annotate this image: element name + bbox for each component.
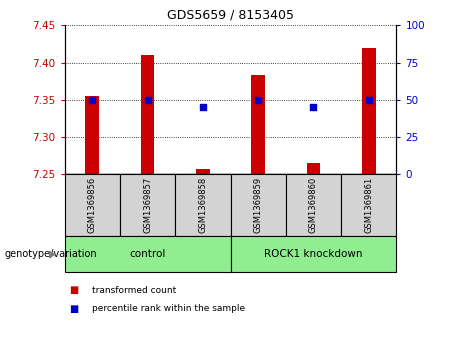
Point bbox=[199, 104, 207, 110]
Point bbox=[144, 97, 151, 103]
Text: GSM1369857: GSM1369857 bbox=[143, 177, 152, 233]
Bar bbox=[120, 174, 175, 236]
Bar bbox=[85, 96, 99, 174]
Title: GDS5659 / 8153405: GDS5659 / 8153405 bbox=[167, 8, 294, 21]
Text: genotype/variation: genotype/variation bbox=[5, 249, 97, 259]
Bar bbox=[251, 75, 265, 174]
Text: transformed count: transformed count bbox=[92, 286, 177, 295]
Point bbox=[365, 97, 372, 103]
Point bbox=[89, 97, 96, 103]
Text: ROCK1 knockdown: ROCK1 knockdown bbox=[264, 249, 363, 259]
Text: GSM1369859: GSM1369859 bbox=[254, 177, 263, 233]
Point bbox=[310, 104, 317, 110]
Bar bbox=[341, 174, 396, 236]
Bar bbox=[230, 236, 396, 272]
Text: GSM1369858: GSM1369858 bbox=[198, 177, 207, 233]
Bar bbox=[175, 174, 230, 236]
Text: percentile rank within the sample: percentile rank within the sample bbox=[92, 304, 245, 313]
Text: ■: ■ bbox=[69, 303, 78, 314]
Bar bbox=[141, 55, 154, 174]
Bar bbox=[65, 236, 230, 272]
Text: GSM1369861: GSM1369861 bbox=[364, 177, 373, 233]
Point bbox=[254, 97, 262, 103]
Text: control: control bbox=[130, 249, 165, 259]
Bar bbox=[307, 163, 320, 174]
Text: ■: ■ bbox=[69, 285, 78, 295]
Bar bbox=[362, 48, 376, 174]
Bar bbox=[65, 174, 120, 236]
Bar bbox=[196, 169, 210, 174]
Text: ▶: ▶ bbox=[49, 249, 57, 259]
Text: GSM1369856: GSM1369856 bbox=[88, 177, 97, 233]
Bar bbox=[286, 174, 341, 236]
Text: GSM1369860: GSM1369860 bbox=[309, 177, 318, 233]
Bar bbox=[230, 174, 286, 236]
